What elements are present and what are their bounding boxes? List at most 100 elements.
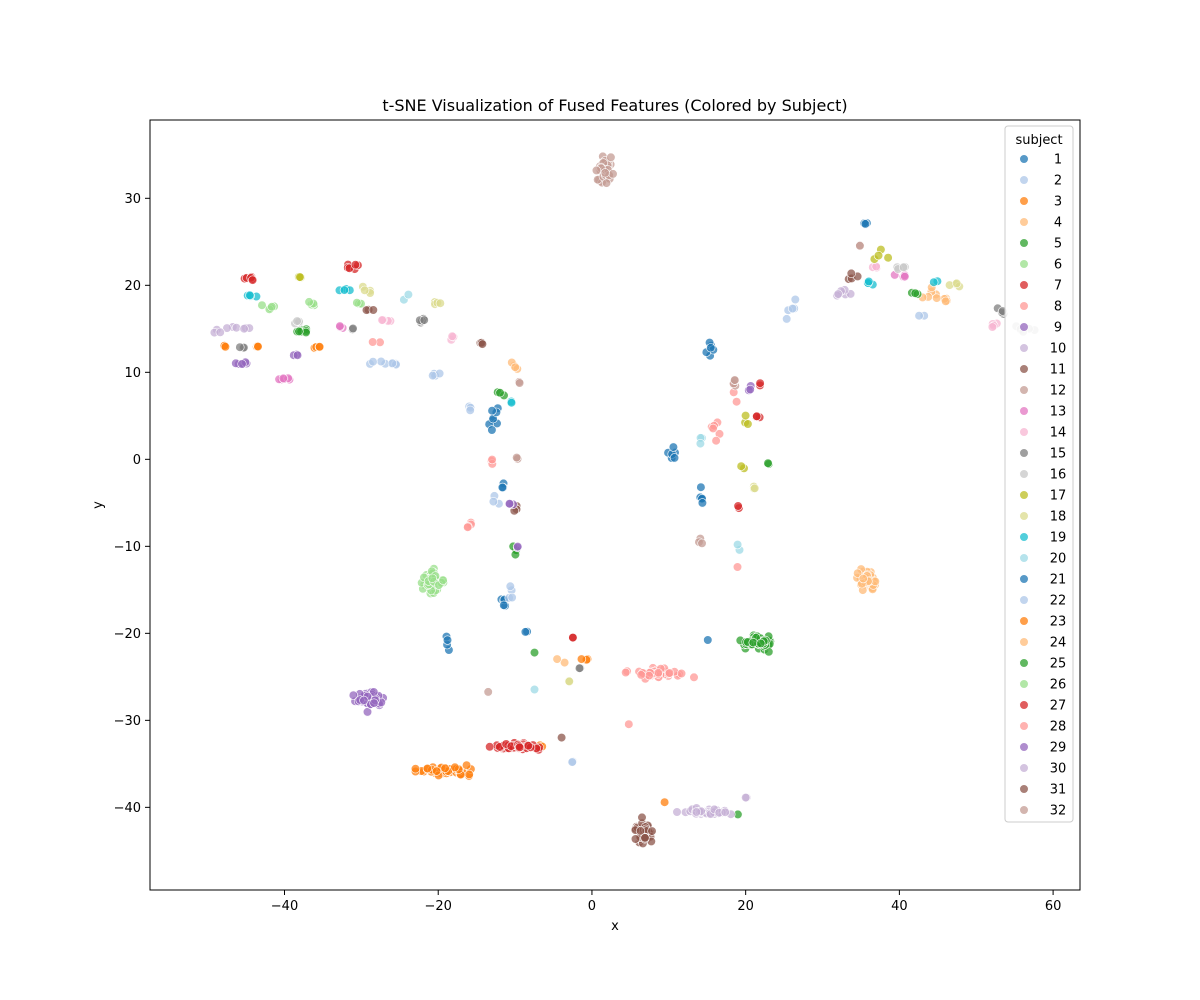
y-tick-label: 10: [124, 366, 141, 381]
point-subject-30: [741, 792, 751, 803]
point-subject-3: [576, 654, 587, 664]
point-subject-22: [507, 592, 517, 603]
point-subject-12: [730, 375, 740, 385]
point-subject-28: [624, 719, 634, 729]
y-tick-label: 30: [124, 192, 141, 207]
point-subject-8: [368, 337, 378, 347]
point-subject-7: [248, 275, 258, 285]
point-subject-21: [442, 635, 453, 645]
point-subject-4: [510, 362, 520, 372]
point-subject-17: [743, 419, 753, 429]
legend-marker-subject-7: [1019, 280, 1029, 290]
y-tick-label: −30: [114, 714, 141, 729]
point-subject-12: [601, 178, 612, 188]
point-subject-24: [858, 573, 868, 584]
point-subject-29: [348, 690, 359, 700]
legend-marker-subject-12: [1019, 385, 1029, 395]
y-axis-label: y: [91, 501, 106, 509]
legend-marker-subject-22: [1019, 595, 1029, 605]
point-subject-13: [900, 272, 910, 282]
legend-label-subject-9: 9: [1054, 321, 1062, 336]
legend-label-subject-13: 13: [1050, 405, 1067, 420]
x-axis-ticks: −40 −20 0 20 40 60: [271, 890, 1061, 914]
point-subject-23: [440, 763, 450, 773]
point-subject-6: [257, 300, 267, 310]
point-subject-1: [706, 343, 716, 353]
point-subject-27: [568, 632, 578, 643]
point-subject-19: [506, 398, 517, 408]
point-subject-21: [487, 425, 497, 435]
point-subject-1: [696, 482, 706, 492]
legend-marker-subject-6: [1019, 259, 1029, 269]
point-subject-11: [368, 305, 378, 315]
point-subject-6: [352, 298, 362, 308]
legend-marker-subject-14: [1019, 427, 1029, 437]
point-subject-29: [504, 499, 515, 509]
legend-label-subject-11: 11: [1050, 363, 1067, 378]
legend-marker-subject-8: [1019, 301, 1029, 311]
point-subject-5: [294, 326, 304, 337]
point-subject-24: [932, 293, 942, 303]
point-subject-26: [427, 573, 437, 583]
point-subject-8: [487, 455, 497, 465]
point-subject-31: [637, 812, 647, 823]
legend-frame: [1004, 125, 1074, 823]
point-subject-2: [465, 405, 475, 415]
point-subject-25: [529, 647, 540, 658]
legend-label-subject-17: 17: [1050, 489, 1067, 504]
legend-marker-subject-16: [1019, 469, 1029, 479]
point-subject-27: [514, 742, 525, 752]
point-subject-15: [574, 663, 585, 673]
legend-label-subject-19: 19: [1050, 531, 1067, 546]
legend-marker-subject-29: [1019, 742, 1029, 752]
point-subject-18: [435, 298, 445, 308]
legend-label-subject-28: 28: [1050, 720, 1067, 735]
x-tick-label: 0: [588, 899, 596, 914]
point-subject-17: [736, 461, 746, 471]
legend-marker-subject-2: [1019, 175, 1029, 185]
point-subject-31: [635, 826, 646, 836]
point-subject-23: [450, 762, 460, 772]
point-subject-31: [647, 826, 657, 836]
point-subject-8: [708, 423, 718, 434]
point-subject-23: [422, 763, 433, 774]
legend-label-subject-21: 21: [1050, 573, 1067, 588]
point-subject-10: [231, 323, 241, 333]
point-subject-17: [295, 272, 305, 282]
legend-label-subject-3: 3: [1054, 195, 1062, 210]
point-subject-17: [873, 251, 884, 261]
point-subject-22: [914, 311, 924, 321]
point-subject-28: [676, 668, 687, 679]
point-subject-24: [941, 296, 951, 306]
point-subject-13: [278, 373, 288, 384]
point-subject-7: [755, 378, 765, 388]
legend-marker-subject-25: [1019, 658, 1029, 668]
plot-frame: [149, 119, 1081, 891]
legend-marker-subject-5: [1019, 238, 1029, 248]
point-subject-10: [239, 324, 249, 334]
point-subject-2: [376, 356, 386, 367]
point-subject-22: [567, 757, 577, 767]
legend-marker-subject-28: [1019, 721, 1029, 731]
point-subject-27: [485, 742, 495, 752]
point-subject-30: [672, 807, 682, 817]
point-subject-3: [253, 342, 263, 352]
y-tick-label: −20: [114, 627, 141, 642]
point-subject-20: [403, 290, 414, 300]
legend-marker-subject-11: [1019, 364, 1029, 374]
point-subject-18: [360, 285, 370, 295]
point-subject-15: [235, 342, 245, 352]
point-subject-9: [513, 541, 523, 552]
point-subject-8: [732, 562, 743, 572]
point-subject-3: [315, 342, 325, 352]
point-subject-9: [292, 350, 303, 360]
legend-label-subject-2: 2: [1054, 174, 1062, 189]
point-subject-30: [720, 807, 730, 817]
point-subject-12: [697, 538, 707, 548]
legend-label-subject-1: 1: [1054, 153, 1062, 168]
point-subject-9: [745, 384, 755, 395]
point-subject-26: [438, 575, 448, 585]
point-subject-15: [419, 315, 429, 325]
point-subject-19: [929, 277, 939, 287]
point-subject-9: [237, 359, 247, 369]
